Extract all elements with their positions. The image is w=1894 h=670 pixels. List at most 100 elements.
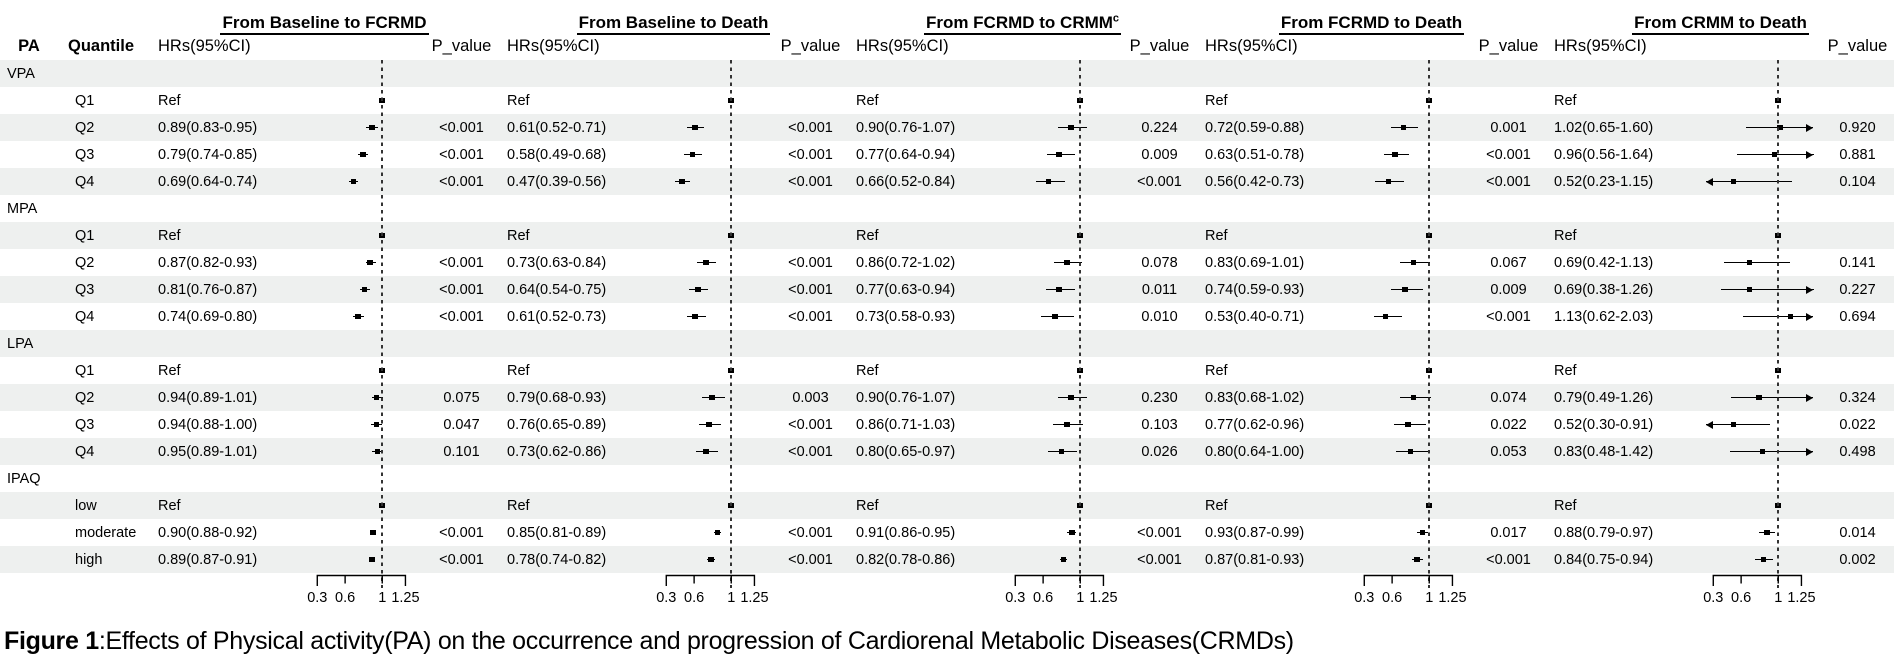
hr-value: Ref — [1205, 92, 1228, 109]
hr-point-marker — [1064, 421, 1070, 428]
data-row: Q1 Ref Ref Ref Ref Ref — [0, 87, 1894, 114]
col-header-hr: HRs(95%CI) — [1205, 37, 1298, 55]
p-value: 0.067 — [1490, 254, 1527, 271]
axis-tick-label: 0.3 — [1354, 590, 1374, 606]
p-value: <0.001 — [439, 281, 484, 298]
hr-point-marker — [1764, 529, 1770, 536]
plot-cell — [1704, 546, 1820, 573]
plot-cell — [657, 330, 773, 357]
plot-cell — [308, 519, 424, 546]
ci-whisker — [1724, 261, 1791, 264]
hr-value: 0.77(0.64-0.94) — [856, 146, 956, 163]
hr-point-marker — [1068, 124, 1074, 131]
hr-point-marker — [1419, 529, 1426, 536]
hr-point-marker — [1407, 448, 1414, 455]
axis-tick-label: 0.3 — [1703, 590, 1723, 606]
axis-tick-label: 1 — [1425, 590, 1433, 606]
p-value: <0.001 — [788, 119, 833, 136]
p-value: 0.078 — [1141, 254, 1178, 271]
panel-title-text: From FCRMD to CRMMc — [923, 12, 1122, 36]
p-value: <0.001 — [788, 416, 833, 433]
hr-value: Ref — [507, 497, 530, 514]
p-value: 0.011 — [1141, 281, 1178, 298]
reference-line — [1079, 60, 1081, 588]
hr-point-marker — [1064, 259, 1070, 266]
plot-cell — [1355, 330, 1471, 357]
plot-cell — [657, 303, 773, 330]
hr-point-marker — [714, 529, 721, 536]
plot-cell — [1704, 87, 1820, 114]
plot-cell — [1704, 330, 1820, 357]
plot-cell — [1355, 195, 1471, 222]
hr-value: Ref — [1205, 362, 1228, 379]
data-row: high 0.89(0.87-0.91) <0.001 0.78(0.74-0.82)… — [0, 546, 1894, 573]
p-value: <0.001 — [439, 146, 484, 163]
axis-ticks — [1014, 574, 1105, 586]
p-value: 0.224 — [1141, 119, 1178, 136]
hr-value: 0.87(0.82-0.93) — [158, 254, 258, 271]
ci-whisker — [1729, 450, 1814, 453]
ci-whisker — [1706, 423, 1770, 426]
plot-cell — [1704, 357, 1820, 384]
plot-cell — [1704, 249, 1820, 276]
hr-value: 0.96(0.56-1.64) — [1554, 146, 1654, 163]
plot-cell — [1006, 546, 1122, 573]
hr-value: Ref — [158, 497, 181, 514]
plot-cell — [1006, 411, 1122, 438]
plot-cell — [308, 411, 424, 438]
p-value: 0.047 — [443, 416, 480, 433]
hr-value: 0.83(0.68-1.02) — [1205, 389, 1305, 406]
hr-value: 0.89(0.87-0.91) — [158, 551, 258, 568]
hr-point-marker — [1730, 421, 1737, 428]
plot-cell — [308, 141, 424, 168]
hr-point-marker — [692, 313, 698, 320]
axis-tick-label: 1.25 — [391, 590, 419, 606]
axis-tick-label: 1 — [727, 590, 735, 606]
quantile-label: Q3 — [75, 416, 95, 433]
hr-value: 0.89(0.83-0.95) — [158, 119, 258, 136]
p-value: 0.001 — [1490, 119, 1527, 136]
hr-point-marker — [1402, 286, 1408, 293]
hr-value: 0.91(0.86-0.95) — [856, 524, 956, 541]
plot-cell — [1355, 87, 1471, 114]
hr-value: 0.78(0.74-0.82) — [507, 551, 607, 568]
quantile-label: high — [75, 551, 103, 568]
axis-ticks — [665, 574, 756, 586]
hr-value: 0.56(0.42-0.73) — [1205, 173, 1305, 190]
hr-point-marker — [1068, 394, 1074, 401]
quantile-label: Q4 — [75, 443, 95, 460]
hr-point-marker — [1052, 313, 1058, 320]
plot-cell — [657, 222, 773, 249]
plot-cell — [1006, 249, 1122, 276]
hr-point-marker — [373, 394, 380, 401]
col-header-quantile: Quantile — [68, 37, 135, 55]
p-value: <0.001 — [788, 308, 833, 325]
data-row: Q4 0.95(0.89-1.01) 0.101 0.73(0.62-0.86) <0.… — [0, 438, 1894, 465]
plot-cell — [308, 195, 424, 222]
hr-value: 0.93(0.87-0.99) — [1205, 524, 1305, 541]
plot-cell — [1006, 438, 1122, 465]
hr-value: Ref — [1205, 227, 1228, 244]
data-row: Q3 0.94(0.88-1.00) 0.047 0.76(0.65-0.89) <0.… — [0, 411, 1894, 438]
quantile-label: Q1 — [75, 227, 95, 244]
p-value: 0.026 — [1141, 443, 1178, 460]
quantile-label: Q4 — [75, 308, 95, 325]
p-value: 0.014 — [1839, 524, 1876, 541]
quantile-label: Q2 — [75, 119, 95, 136]
hr-point-marker — [1410, 394, 1417, 401]
x-axis: 0.3 0.6 1 1.25 — [1354, 574, 1467, 606]
plot-cell — [657, 168, 773, 195]
plot-cell — [1006, 276, 1122, 303]
panel-title-superscript: c — [1112, 12, 1120, 25]
p-value: <0.001 — [788, 443, 833, 460]
hr-value: 0.94(0.88-1.00) — [158, 416, 258, 433]
ci-arrow-right — [1806, 123, 1813, 132]
axis-tick-label: 1.25 — [740, 590, 768, 606]
hr-point-marker — [1385, 178, 1392, 185]
hr-value: 0.47(0.39-0.56) — [507, 173, 607, 190]
hr-point-marker — [1756, 394, 1762, 401]
p-value: <0.001 — [439, 524, 484, 541]
plot-cell — [657, 438, 773, 465]
plot-cell — [1355, 276, 1471, 303]
col-header-hr: HRs(95%CI) — [158, 37, 251, 55]
